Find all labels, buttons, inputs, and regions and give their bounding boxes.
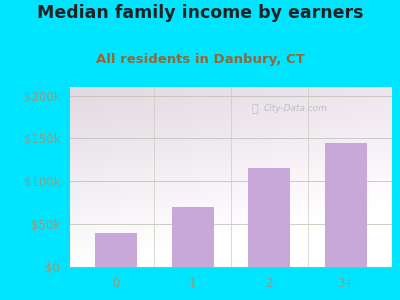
Bar [248,168,290,267]
Text: All residents in Danbury, CT: All residents in Danbury, CT [96,52,304,65]
Text: Ⓡ: Ⓡ [252,103,258,114]
Bar [172,207,214,267]
Bar [95,233,137,267]
Text: Median family income by earners: Median family income by earners [37,4,363,22]
Text: City-Data.com: City-Data.com [263,104,327,113]
Bar [325,143,367,267]
